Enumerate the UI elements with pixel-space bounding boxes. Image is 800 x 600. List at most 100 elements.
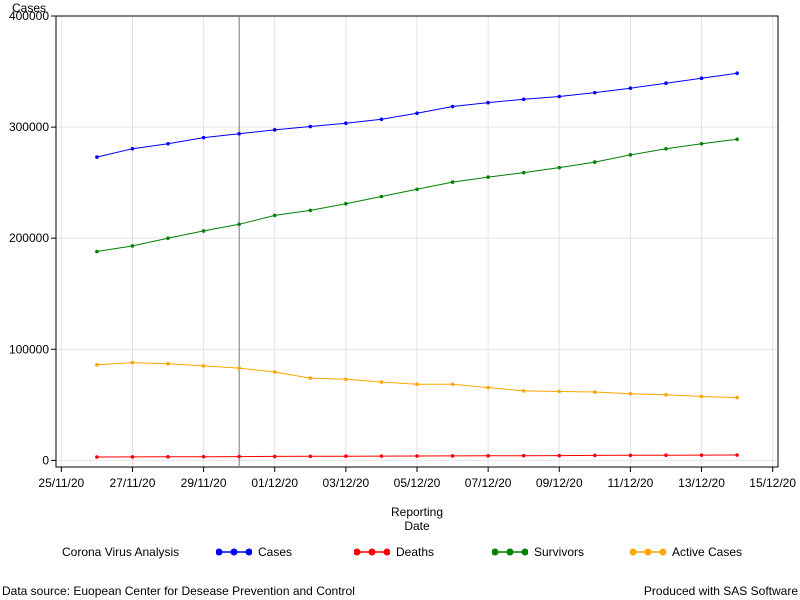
data-point-survivors: [237, 222, 241, 227]
y-tick-label: 0: [42, 453, 49, 467]
data-point-active-cases: [379, 380, 384, 384]
data-point-cases: [344, 121, 348, 125]
data-point-cases: [628, 86, 633, 91]
data-point-survivors: [521, 170, 526, 175]
x-tick-label: 09/12/20: [536, 476, 583, 490]
data-point-survivors: [486, 175, 490, 179]
data-point-cases: [450, 104, 455, 109]
data-point-active-cases: [95, 363, 99, 367]
x-tick-label: 07/12/20: [465, 476, 512, 490]
data-point-cases: [379, 117, 384, 122]
legend-label-deaths: Deaths: [396, 545, 435, 559]
data-point-active-cases: [166, 361, 170, 366]
data-point-deaths: [735, 453, 739, 457]
data-point-active-cases: [486, 385, 490, 390]
data-point-deaths: [201, 454, 206, 459]
legend-label-active-cases: Active Cases: [672, 545, 743, 559]
produced-by-note: Produced with SAS Software: [643, 584, 798, 598]
data-point-cases: [699, 76, 704, 81]
legend-swatch-deaths: [354, 548, 390, 556]
data-point-cases: [272, 128, 277, 132]
data-point-deaths: [450, 454, 455, 458]
data-point-survivors: [344, 201, 348, 206]
data-point-deaths: [130, 455, 135, 459]
data-point-survivors: [308, 208, 313, 213]
x-axis-label-line1: Reporting: [391, 505, 443, 519]
data-point-active-cases: [699, 394, 704, 399]
x-tick-label: 11/12/20: [607, 476, 653, 490]
data-point-active-cases: [735, 395, 739, 400]
series-layer: [95, 71, 739, 459]
data-point-cases: [664, 81, 668, 86]
legend-swatch-cases: [216, 548, 252, 556]
data-point-active-cases: [130, 360, 135, 365]
data-point-cases: [735, 71, 739, 76]
data-point-survivors: [95, 249, 99, 254]
x-tick-label: 01/12/20: [251, 476, 298, 490]
data-point-deaths: [379, 454, 384, 458]
data-point-survivors: [699, 141, 704, 146]
data-point-deaths: [628, 453, 633, 458]
data-point-active-cases: [521, 389, 526, 393]
data-point-survivors: [450, 180, 455, 184]
data-point-cases: [557, 94, 562, 99]
data-point-active-cases: [201, 364, 206, 368]
legend-label-survivors: Survivors: [534, 545, 585, 559]
series-cases: [95, 71, 739, 159]
x-tick-label: 25/11/20: [38, 476, 84, 490]
legend-swatch-survivors: [492, 548, 528, 556]
data-point-deaths: [593, 453, 597, 458]
data-point-survivors: [415, 187, 419, 192]
x-axis-label-line2: Date: [404, 519, 430, 533]
data-point-deaths: [415, 454, 419, 458]
data-point-deaths: [272, 454, 277, 459]
y-tick-label: 300000: [9, 120, 49, 134]
data-point-cases: [521, 97, 526, 102]
series-deaths: [95, 453, 739, 459]
legend-item-active-cases: Active Cases: [630, 545, 742, 559]
y-axis-label: Cases: [12, 1, 46, 15]
data-point-deaths: [166, 454, 170, 459]
data-point-active-cases: [344, 377, 348, 382]
data-point-survivors: [130, 244, 135, 248]
x-tick-label: 15/12/20: [749, 476, 796, 490]
series-active-cases: [95, 360, 739, 400]
data-point-deaths: [664, 453, 668, 458]
data-point-survivors: [593, 160, 597, 164]
data-point-active-cases: [628, 391, 633, 396]
x-tick-label: 03/12/20: [323, 476, 370, 490]
y-tick-label: 100000: [9, 342, 49, 356]
data-point-survivors: [166, 236, 170, 240]
legend-swatch-active-cases: [630, 548, 666, 556]
data-point-active-cases: [415, 382, 419, 387]
data-point-survivors: [628, 153, 633, 157]
y-tick-label: 200000: [9, 231, 49, 245]
data-point-cases: [308, 124, 313, 129]
data-point-survivors: [664, 146, 668, 151]
data-point-active-cases: [557, 389, 562, 394]
data-point-deaths: [344, 454, 348, 459]
legend-item-deaths: Deaths: [354, 545, 434, 559]
legend-item-survivors: Survivors: [492, 545, 584, 559]
data-source-note: Data source: Euopean Center for Desease …: [2, 584, 355, 598]
data-point-cases: [201, 135, 206, 140]
data-point-cases: [95, 155, 99, 159]
data-point-active-cases: [450, 382, 455, 387]
data-point-deaths: [95, 455, 99, 459]
data-point-cases: [486, 100, 490, 105]
data-point-survivors: [272, 213, 277, 218]
data-point-deaths: [486, 453, 490, 458]
data-point-deaths: [521, 453, 526, 458]
x-tick-label: 29/11/20: [181, 476, 227, 490]
data-point-deaths: [699, 453, 704, 457]
data-point-cases: [237, 131, 241, 136]
data-point-deaths: [308, 454, 313, 459]
data-point-active-cases: [308, 376, 313, 380]
legend-title: Corona Virus Analysis: [62, 545, 180, 559]
data-point-cases: [166, 141, 170, 146]
grid-layer: [56, 15, 778, 467]
data-point-cases: [415, 111, 419, 115]
legend-item-cases: Cases: [216, 545, 292, 559]
data-point-survivors: [201, 229, 206, 233]
data-point-cases: [593, 90, 597, 95]
